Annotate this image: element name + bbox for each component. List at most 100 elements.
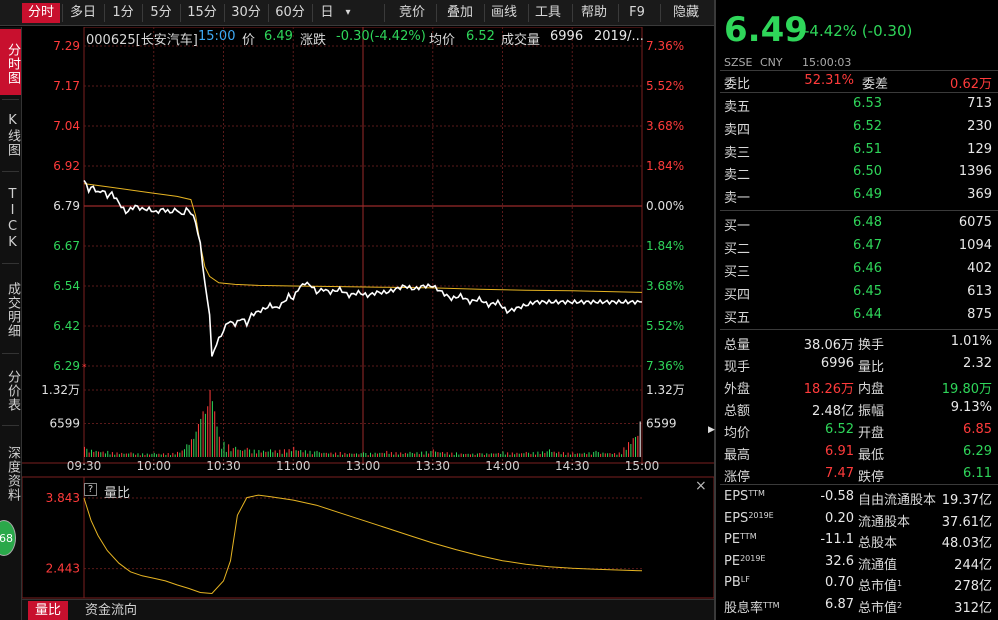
tab-kline-chart[interactable]: K线图: [5, 113, 20, 157]
stat-value: 7.47: [825, 466, 854, 481]
ask-price: 6.50: [853, 164, 882, 180]
tab-15min[interactable]: 15分: [187, 5, 217, 20]
close-icon[interactable]: ×: [695, 478, 707, 494]
fundamental-value: 32.6: [825, 553, 854, 569]
tools-button[interactable]: 工具: [534, 5, 561, 20]
bid-volume: 613: [967, 284, 992, 299]
ask-price: 6.51: [853, 141, 882, 157]
stat-label: 外盘: [724, 382, 751, 397]
weibi-value: 52.31%: [804, 73, 854, 88]
bid-label: 买二: [724, 242, 751, 257]
tab-1min[interactable]: 1分: [112, 5, 134, 20]
fundamental-label: PBLF: [724, 575, 750, 591]
info-time: 15:00: [198, 29, 236, 44]
fundamental-label: 流通股本: [858, 514, 911, 530]
volume-tick-label: 1.32万: [41, 383, 80, 397]
period-toolbar: 分时 多日 1分 5分 15分 30分 60分 日 ▾ 竞价 叠加 画线 工具 …: [0, 0, 714, 26]
tab-daily[interactable]: 日: [320, 5, 334, 20]
stat-label: 总额: [724, 404, 751, 419]
stat-value: 19.80万: [941, 382, 992, 397]
stat-label: 最低: [858, 448, 885, 463]
weicha-value: 0.62万: [950, 77, 992, 92]
info-volume-label: 成交量: [501, 33, 541, 48]
intraday-chart[interactable]: 7.29 7.36% 7.17 5.52% 7.04 3.68% 6.92 1.84% 6.79…: [22, 27, 714, 599]
tab-depth-data[interactable]: 深度资料: [5, 446, 20, 502]
ask-price: 6.52: [853, 118, 882, 134]
tab-5min[interactable]: 5分: [150, 5, 172, 20]
tab-30min[interactable]: 30分: [231, 5, 261, 20]
fundamental-label: EPS2019E: [724, 510, 774, 526]
score-badge[interactable]: 68: [0, 520, 16, 556]
fundamental-value: 0.20: [825, 510, 854, 526]
time-tick-label: 10:00: [136, 459, 171, 473]
price-tick-label: 6.42: [53, 319, 80, 333]
tab-price-table[interactable]: 分价表: [5, 370, 20, 412]
bid-label: 买一: [724, 219, 751, 234]
price-change: -4.42% (-0.30): [804, 22, 913, 40]
bid-volume: 875: [967, 307, 992, 322]
fundamental-label: PETTM: [724, 532, 757, 548]
pct-tick-label: 5.52%: [646, 319, 684, 333]
bid-volume: 402: [967, 261, 992, 276]
time-tick-label: 10:30: [206, 459, 241, 473]
fundamental-label: EPSTTM: [724, 489, 765, 504]
ratio-tick-label: 2.443: [46, 562, 80, 576]
stat-label: 涨停: [724, 470, 751, 485]
help-icon[interactable]: ?: [84, 483, 97, 496]
fundamental-value: 6.87: [825, 597, 854, 612]
ask-label: 卖五: [724, 100, 751, 115]
ask-volume: 369: [967, 187, 992, 203]
price-tick-label: 7.29: [53, 39, 80, 53]
pct-tick-label: 3.68%: [646, 119, 684, 133]
tab-volume-ratio[interactable]: 量比: [28, 601, 68, 620]
tab-intraday-chart[interactable]: 分时图: [0, 29, 21, 95]
help-button[interactable]: 帮助: [580, 5, 607, 20]
ask-label: 卖四: [724, 122, 751, 138]
stock-code-name: 000625[长安汽车]: [86, 33, 198, 48]
stat-label: 现手: [724, 360, 751, 375]
ask-label: 卖三: [724, 145, 751, 161]
volume-tick-label: 1.32万: [646, 383, 685, 397]
currency-code: CNY: [760, 56, 783, 69]
fundamental-value: 278亿: [954, 579, 992, 595]
fundamental-value: 312亿: [954, 601, 992, 616]
draw-line-button[interactable]: 画线: [490, 5, 517, 20]
stat-label: 最高: [724, 448, 751, 463]
stat-label: 开盘: [858, 426, 885, 441]
tab-tick[interactable]: TICK: [5, 187, 20, 251]
auction-button[interactable]: 竞价: [398, 5, 425, 20]
ask-label: 卖一: [724, 191, 751, 207]
tab-60min[interactable]: 60分: [275, 5, 305, 20]
ask-volume: 230: [967, 118, 992, 134]
fundamental-label: 总股本: [858, 536, 898, 552]
fundamental-label: 流通值: [858, 557, 898, 573]
tab-multi-day[interactable]: 多日: [69, 5, 96, 20]
tab-intraday[interactable]: 分时: [22, 3, 60, 23]
info-avg-label: 均价: [429, 33, 456, 48]
tab-trade-details[interactable]: 成交明细: [5, 282, 20, 338]
volume-tick-label: 6599: [49, 417, 80, 431]
f9-button[interactable]: F9: [629, 5, 645, 20]
hide-button[interactable]: 隐藏: [672, 5, 699, 20]
stat-label: 总量: [724, 338, 751, 353]
stat-value: 2.32: [963, 356, 992, 371]
time-tick-label: 11:00: [276, 459, 311, 473]
fundamental-label: PE2019E: [724, 553, 766, 569]
ask-label: 卖二: [724, 168, 751, 184]
tab-money-flow[interactable]: 资金流向: [84, 603, 137, 618]
stat-label: 量比: [858, 360, 885, 375]
price-tick-label: 6.54: [53, 279, 80, 293]
time-tick-label: 13:30: [415, 459, 450, 473]
stat-value: 1.01%: [950, 334, 992, 349]
info-price: 6.49: [264, 29, 293, 44]
pct-tick-label: 5.52%: [646, 79, 684, 93]
period-dropdown-icon[interactable]: ▾: [345, 7, 351, 18]
pct-tick-label: 7.36%: [646, 359, 684, 373]
overlay-button[interactable]: 叠加: [446, 5, 473, 20]
pct-tick-label: 1.84%: [646, 159, 684, 173]
indicator-tabs: 量比 资金流向: [22, 599, 714, 620]
stat-value: 38.06万: [803, 338, 854, 353]
expand-icon[interactable]: ▶: [708, 425, 715, 435]
stat-value: 9.13%: [950, 400, 992, 415]
weicha-label: 委差: [862, 77, 889, 92]
